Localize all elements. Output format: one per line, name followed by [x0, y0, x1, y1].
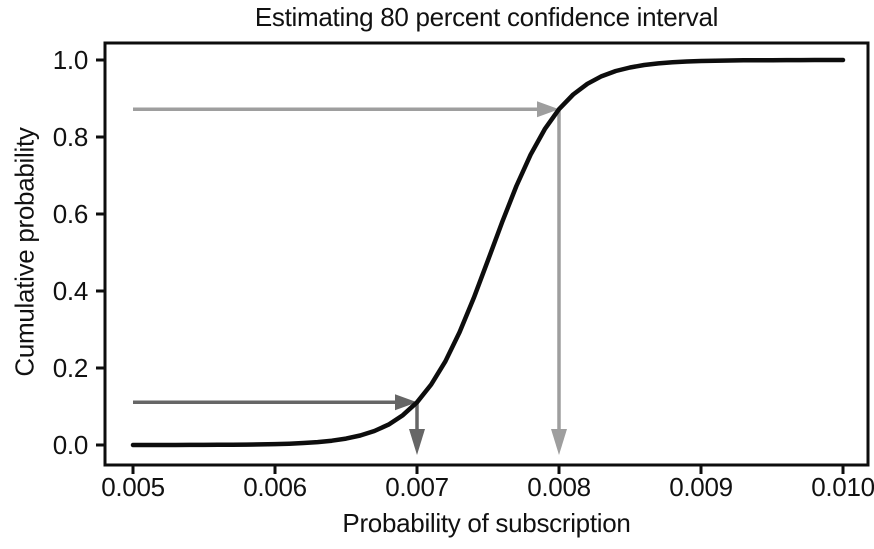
- y-tick-label: 1.0: [53, 45, 88, 75]
- x-tick-label: 0.006: [243, 472, 307, 502]
- x-tick-label: 0.008: [527, 472, 591, 502]
- y-tick-label: 0.4: [53, 276, 88, 306]
- y-tick-label: 0.0: [53, 430, 88, 460]
- y-tick-label: 0.2: [53, 353, 88, 383]
- lower-vertical-arrowhead-icon: [409, 429, 425, 455]
- lower-horizontal-arrowhead-icon: [395, 394, 417, 411]
- cumulative-probability-curve: [130, 57, 846, 448]
- x-axis-label: Probability of subscription: [342, 508, 631, 538]
- x-tick-label: 0.005: [101, 472, 165, 502]
- upper-horizontal-arrowhead-icon: [537, 101, 559, 118]
- y-tick-label: 0.6: [53, 199, 88, 229]
- x-tick-label: 0.010: [811, 472, 874, 502]
- x-tick-label: 0.009: [669, 472, 733, 502]
- plot-border: [103, 41, 870, 467]
- upper-vertical-arrowhead-icon: [551, 429, 567, 455]
- y-tick-label: 0.8: [53, 122, 88, 152]
- x-tick-label: 0.007: [385, 472, 449, 502]
- chart-title: Estimating 80 percent confidence interva…: [254, 2, 719, 32]
